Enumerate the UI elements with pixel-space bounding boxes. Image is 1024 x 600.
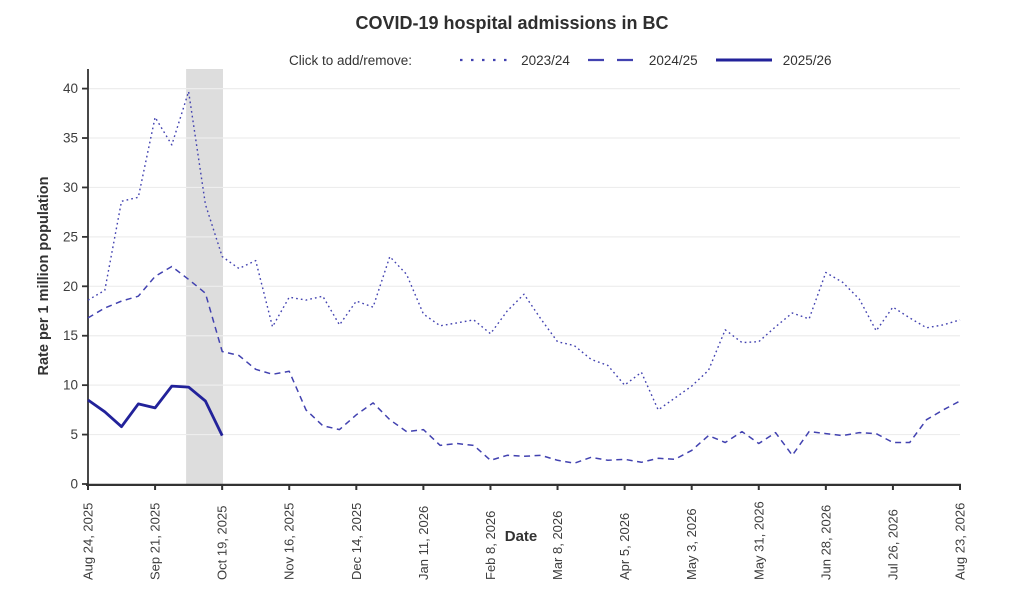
x-axis-title: Date	[505, 528, 538, 545]
x-tick-label: May 3, 2026	[684, 508, 699, 580]
x-tick-label: Aug 23, 2026	[953, 503, 968, 580]
legend: Click to add/remove: 2023/24 2024/25 202…	[289, 50, 848, 70]
y-tick-label: 10	[63, 378, 78, 393]
series-line-2025-26	[87, 384, 224, 437]
y-tick-label: 30	[63, 180, 78, 195]
x-tick-label: Dec 14, 2025	[349, 503, 364, 580]
y-tick-label: 15	[63, 328, 78, 343]
highlight-band	[186, 69, 223, 484]
x-tick-label: Jan 11, 2026	[416, 506, 431, 580]
y-tick-label: 5	[70, 427, 78, 442]
x-tick-label: Jul 26, 2026	[885, 509, 900, 580]
x-tick-label: Aug 24, 2025	[81, 503, 96, 580]
x-tick-label: Feb 8, 2026	[483, 511, 498, 580]
y-axis: 0 5 10 15 20 25 30 35 40	[63, 81, 88, 492]
x-tick-label: Mar 8, 2026	[550, 511, 565, 580]
x-tick-label: Sep 21, 2025	[148, 503, 163, 580]
x-tick-label: Nov 16, 2025	[282, 503, 297, 580]
legend-prompt: Click to add/remove:	[289, 52, 413, 68]
y-tick-label: 25	[63, 229, 78, 244]
legend-item-2025-26[interactable]: 2025/26	[714, 53, 832, 68]
y-tick-label: 20	[63, 279, 78, 294]
series-line-2024-25	[87, 265, 961, 464]
gridlines	[88, 87, 960, 436]
solid-line-swatch-icon	[715, 58, 772, 62]
x-tick-label: Jun 28, 2026	[818, 505, 833, 580]
x-tick-label: May 31, 2026	[751, 501, 766, 580]
page-title: COVID-19 hospital admissions in BC	[355, 13, 669, 33]
legend-item-label: 2025/26	[782, 52, 832, 68]
y-tick-label: 0	[70, 477, 78, 492]
legend-item-2024-25[interactable]: 2024/25	[586, 53, 698, 68]
x-axis: Aug 24, 2025 Sep 21, 2025 Oct 19, 2025 Nov …	[81, 484, 968, 580]
y-axis-title: Rate per 1 million population	[36, 177, 52, 376]
series-lines	[87, 90, 961, 464]
dashed-line-swatch-icon	[587, 58, 638, 62]
legend-item-label: 2024/25	[648, 52, 698, 68]
series-line-2023-24	[87, 90, 961, 411]
x-tick-label: Apr 5, 2026	[617, 513, 632, 580]
y-tick-label: 35	[63, 131, 78, 146]
legend-item-label: 2023/24	[521, 52, 570, 68]
y-tick-label: 40	[63, 81, 78, 96]
x-tick-label: Oct 19, 2025	[215, 506, 230, 580]
legend-item-2023-24[interactable]: 2023/24	[458, 53, 570, 68]
